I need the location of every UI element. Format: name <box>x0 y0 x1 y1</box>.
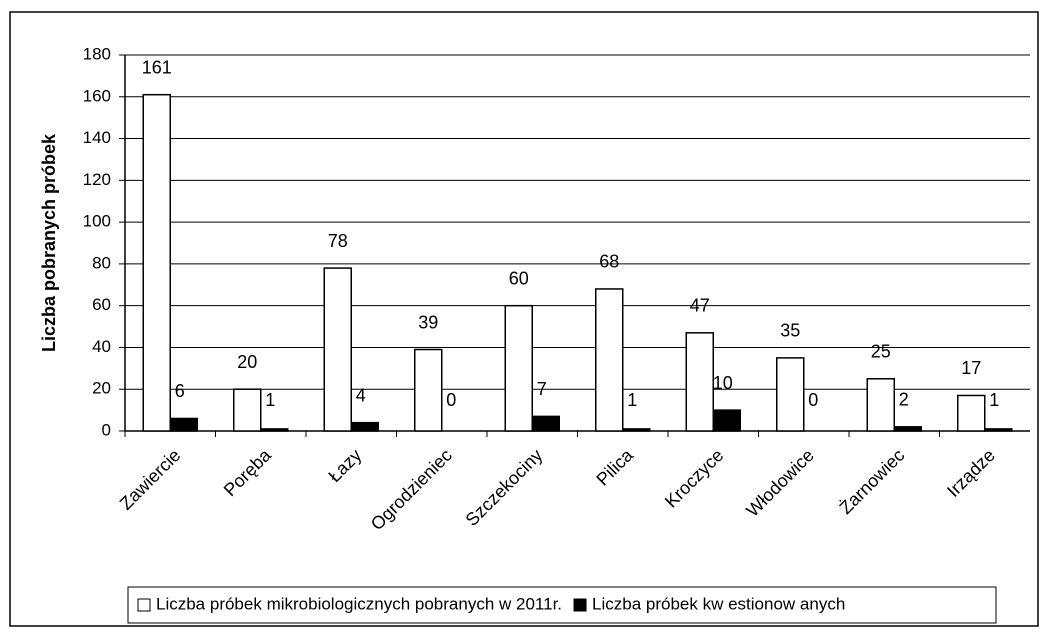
bar <box>595 288 624 432</box>
bar <box>712 409 741 432</box>
chart-border <box>9 11 1039 627</box>
legend-frame <box>127 586 997 624</box>
data-label: 35 <box>780 321 800 341</box>
x-tick-label: Szczekociny <box>462 445 547 530</box>
data-label: 1 <box>989 390 999 410</box>
bar <box>414 348 443 432</box>
data-label: 20 <box>237 352 257 372</box>
bar <box>685 332 714 432</box>
y-tick-label: 120 <box>83 170 111 189</box>
bar <box>866 378 895 432</box>
data-label: 1 <box>265 390 275 410</box>
x-tick-label: Włodowice <box>742 445 818 521</box>
data-label: 17 <box>961 358 981 378</box>
y-axis-label: Liczba pobranych próbek <box>39 133 59 352</box>
y-tick-label: 160 <box>83 86 111 105</box>
data-label: 2 <box>899 390 909 410</box>
y-tick-label: 0 <box>102 420 111 439</box>
legend-swatch <box>137 598 151 612</box>
data-label: 10 <box>713 373 733 393</box>
x-tick-label: Zawiercie <box>116 445 185 514</box>
data-label: 25 <box>871 342 891 362</box>
legend-label: Liczba próbek kw estionow anych <box>592 594 845 613</box>
bar <box>142 93 171 432</box>
x-tick-label: Żarnowiec <box>836 445 909 518</box>
bar <box>504 304 533 432</box>
bar <box>893 426 922 432</box>
data-label: 78 <box>328 231 348 251</box>
data-label: 4 <box>356 385 366 405</box>
x-tick-label: Pilica <box>592 444 637 489</box>
y-tick-label: 140 <box>83 128 111 147</box>
data-label: 1 <box>627 390 637 410</box>
y-tick-label: 80 <box>92 253 111 272</box>
data-label: 68 <box>599 252 619 272</box>
legend-swatch <box>573 598 587 612</box>
x-tick-label: Łazy <box>324 445 365 486</box>
data-label: 0 <box>808 390 818 410</box>
y-tick-label: 20 <box>92 379 111 398</box>
bar <box>776 357 805 432</box>
x-tick-label: Poręba <box>220 444 276 500</box>
x-tick-label: Ogrodzieniec <box>367 445 456 534</box>
bar <box>169 417 198 432</box>
bar <box>350 421 379 432</box>
bar <box>233 388 262 432</box>
y-tick-label: 180 <box>83 44 111 63</box>
bar <box>323 267 352 432</box>
y-tick-label: 60 <box>92 295 111 314</box>
legend-label: Liczba próbek mikrobiologicznych pobrany… <box>156 594 562 613</box>
x-tick-label: Irządze <box>943 445 999 501</box>
data-label: 6 <box>175 381 185 401</box>
bar <box>531 415 560 432</box>
data-label: 47 <box>690 296 710 316</box>
y-tick-label: 100 <box>83 212 111 231</box>
x-tick-label: Kroczyce <box>661 445 727 511</box>
bar <box>984 428 1013 432</box>
data-label: 0 <box>446 390 456 410</box>
data-label: 60 <box>509 268 529 288</box>
data-label: 161 <box>142 57 172 77</box>
bar <box>957 394 986 432</box>
data-label: 7 <box>537 379 547 399</box>
data-label: 39 <box>418 312 438 332</box>
bar <box>260 428 289 432</box>
bar <box>622 428 651 432</box>
y-tick-label: 40 <box>92 337 111 356</box>
